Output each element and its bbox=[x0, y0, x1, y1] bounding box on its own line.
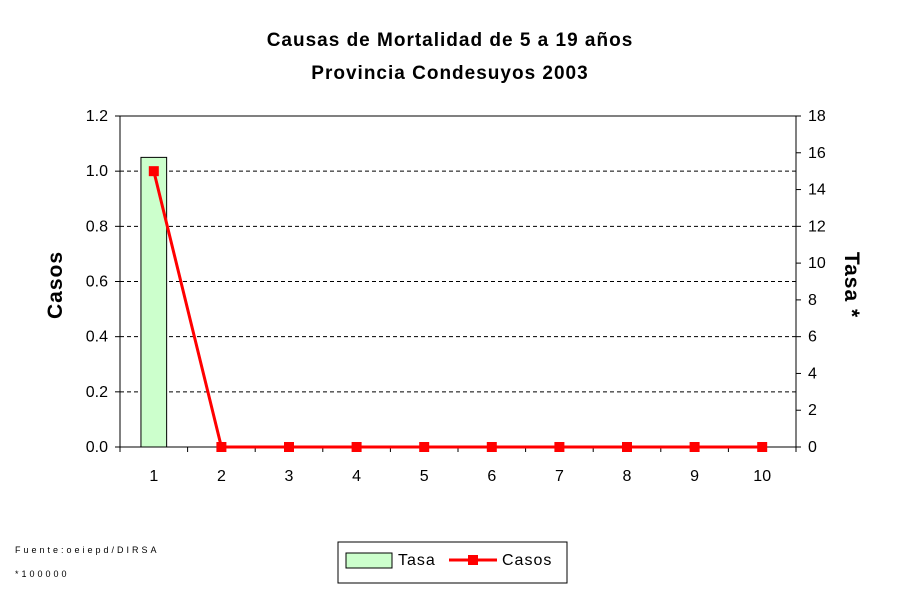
x-tick-label: 9 bbox=[690, 468, 699, 485]
right-axis: 0 2 4 6 8 10 12 14 16 18 bbox=[796, 108, 826, 456]
legend-swatch-tasa bbox=[345, 552, 393, 569]
chart-title-line2: Provincia Condesuyos 2003 bbox=[311, 63, 588, 84]
x-tick-label: 2 bbox=[217, 468, 226, 485]
y-right-tick-label: 12 bbox=[808, 218, 826, 235]
y-left-tick-label: 0.0 bbox=[86, 439, 108, 456]
x-tick-label: 3 bbox=[285, 468, 294, 485]
point-casos bbox=[622, 442, 632, 452]
line-casos bbox=[152, 170, 763, 449]
y-left-tick-label: 0.8 bbox=[86, 218, 108, 235]
y-left-tick-label: 0.2 bbox=[86, 384, 108, 401]
left-axis: 0.0 0.2 0.4 0.6 0.8 1.0 1.2 bbox=[86, 108, 120, 456]
y-left-tick-label: 1.2 bbox=[86, 108, 108, 125]
y-right-tick-label: 16 bbox=[808, 145, 826, 162]
x-tick-label: 4 bbox=[352, 468, 361, 485]
y-right-tick-label: 14 bbox=[808, 182, 826, 199]
footnote-source: Fuente:oeiepd/DIRSA bbox=[15, 545, 160, 555]
footnote-rate: *100000 bbox=[15, 569, 70, 579]
y-right-tick-label: 4 bbox=[808, 365, 817, 382]
legend-label-tasa: Tasa bbox=[398, 552, 436, 569]
y-left-tick-label: 0.6 bbox=[86, 274, 108, 291]
point-casos bbox=[351, 442, 362, 452]
point-casos bbox=[216, 442, 227, 452]
point-casos bbox=[148, 166, 159, 177]
y-right-tick-label: 2 bbox=[808, 402, 817, 419]
y-right-tick-label: 8 bbox=[808, 292, 817, 309]
point-casos bbox=[757, 442, 768, 452]
x-tick-label: 6 bbox=[487, 468, 496, 485]
x-axis: 1 2 3 4 5 6 7 8 9 10 bbox=[119, 447, 797, 485]
y-right-tick-label: 10 bbox=[808, 255, 826, 272]
legend-swatch-casos-marker bbox=[468, 555, 478, 565]
y-right-tick-label: 18 bbox=[808, 108, 826, 125]
y-right-tick-label: 0 bbox=[808, 439, 817, 456]
gridlines bbox=[120, 170, 796, 393]
y-left-tick-label: 0.4 bbox=[86, 329, 108, 346]
y-right-tick-label: 6 bbox=[808, 329, 817, 346]
bar-tasa bbox=[140, 156, 168, 448]
point-casos bbox=[689, 442, 700, 452]
legend-label-casos: Casos bbox=[502, 552, 552, 569]
y-right-axis-title: Tasa * bbox=[840, 252, 863, 318]
line-series-casos bbox=[148, 166, 768, 452]
point-casos bbox=[419, 442, 430, 452]
point-casos bbox=[486, 442, 497, 452]
y-left-axis-title: Casos bbox=[44, 251, 67, 319]
legend: Tasa Casos bbox=[337, 541, 568, 584]
bar-series-tasa bbox=[140, 156, 168, 448]
x-tick-label: 1 bbox=[149, 468, 158, 485]
point-casos bbox=[284, 442, 294, 452]
x-tick-label: 5 bbox=[420, 468, 429, 485]
x-tick-label: 8 bbox=[623, 468, 632, 485]
y-left-tick-label: 1.0 bbox=[86, 163, 108, 180]
point-casos bbox=[554, 442, 565, 452]
chart-title-line1: Causas de Mortalidad de 5 a 19 años bbox=[267, 30, 634, 51]
x-tick-label: 10 bbox=[753, 468, 771, 485]
x-tick-label: 7 bbox=[555, 468, 564, 485]
